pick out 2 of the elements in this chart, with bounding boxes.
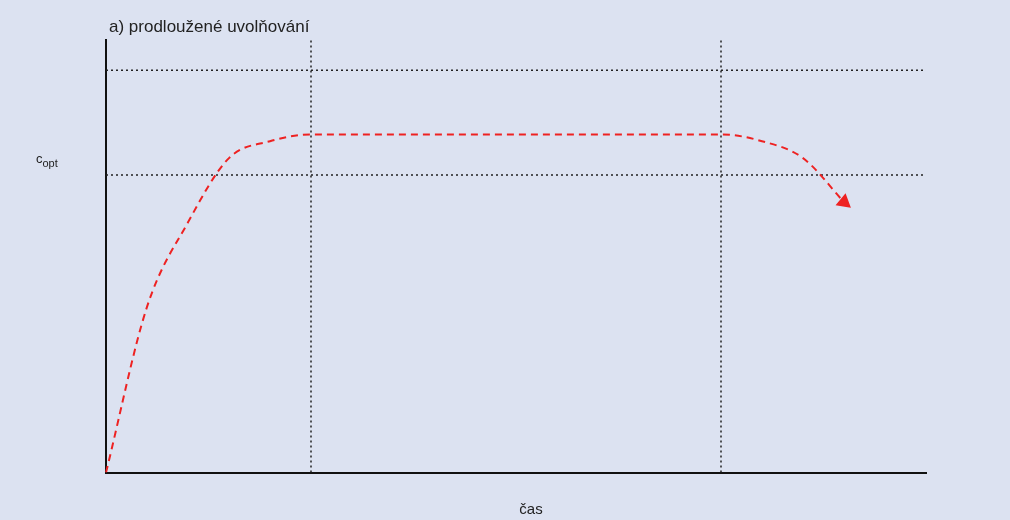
x-axis-title: čas <box>519 500 543 517</box>
chart-title: a) prodloužené uvolňování <box>109 17 310 36</box>
